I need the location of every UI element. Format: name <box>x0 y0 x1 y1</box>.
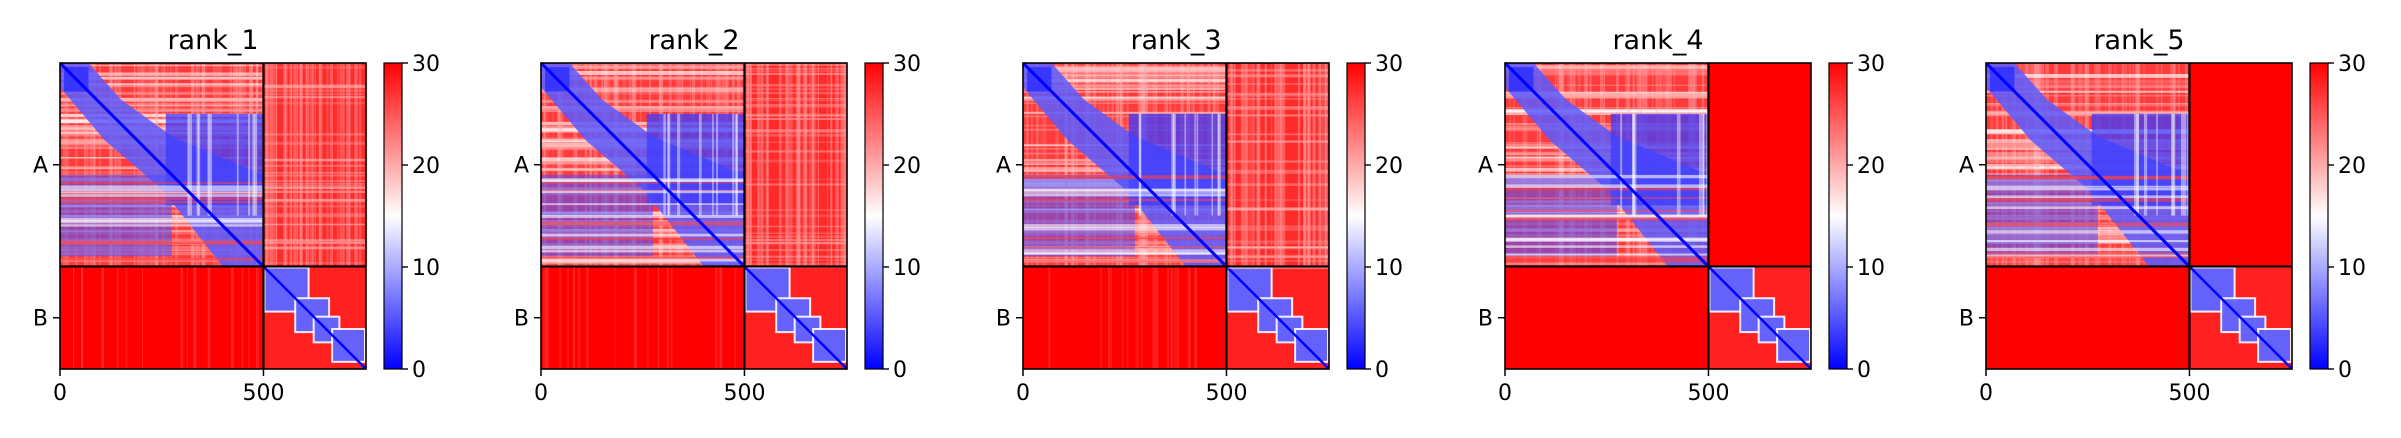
colorbar-tick-label: 20 <box>1375 154 1403 179</box>
colorbar-tick-label: 0 <box>1375 358 1389 383</box>
axes-frame <box>1504 62 1812 370</box>
diagonal-a <box>58 61 265 268</box>
axes-frame <box>540 62 848 370</box>
x-tick-label: 500 <box>242 381 284 406</box>
block-ba <box>541 266 745 369</box>
block-aa-contacts <box>1021 61 1228 268</box>
x-tick-label: 0 <box>1979 381 1993 406</box>
diagonal-a <box>1984 61 2191 268</box>
colorbar-tick-label: 0 <box>893 358 907 383</box>
block-ab <box>263 63 368 268</box>
colorbar-tick-label: 10 <box>1375 256 1403 281</box>
heatmap-panel-2: rank_2 A B 0 500 0 10 20 30 <box>514 25 921 406</box>
x-tick-label: 500 <box>2168 381 2210 406</box>
colorbar <box>2309 62 2329 370</box>
colorbar-tick-label: 20 <box>893 154 921 179</box>
colorbar-tick-label: 0 <box>412 358 426 383</box>
x-tick-label: 0 <box>53 381 67 406</box>
diagonal-b <box>743 265 848 370</box>
panel-title: rank_5 <box>2093 25 2184 56</box>
heatmap-panel-5: rank_5 A B 0 500 0 10 20 30 <box>1959 25 2366 406</box>
colorbar <box>383 62 403 370</box>
block-ba <box>1505 266 1709 369</box>
panel-title: rank_4 <box>1612 25 1703 56</box>
x-tick-label: 500 <box>1687 381 1729 406</box>
panel-title: rank_1 <box>167 25 258 56</box>
colorbar <box>1346 62 1366 370</box>
block-ab <box>1708 63 1811 267</box>
block-ba <box>1986 266 2190 369</box>
colorbar <box>1828 62 1848 370</box>
colorbar-tick-label: 0 <box>2338 358 2352 383</box>
colorbar-tick-label: 30 <box>893 52 921 77</box>
y-tick-label: A <box>1478 154 1493 179</box>
colorbar-tick-label: 0 <box>1857 358 1871 383</box>
y-tick-label: B <box>514 307 529 332</box>
block-bb-contacts <box>743 265 848 370</box>
colorbar <box>864 62 884 370</box>
colorbar-tick-label: 30 <box>412 52 440 77</box>
colorbar-tick-label: 30 <box>1857 52 1885 77</box>
x-tick-label: 0 <box>1498 381 1512 406</box>
y-tick-label: B <box>1959 307 1974 332</box>
diagonal-a <box>539 61 746 268</box>
heatmap-panel-4: rank_4 A B 0 500 0 10 20 30 <box>1478 25 1885 406</box>
block-bb-contacts <box>2188 265 2293 370</box>
block-aa-contacts <box>58 61 265 268</box>
y-tick-label: A <box>996 154 1011 179</box>
diagonal-b <box>1707 265 1812 370</box>
y-tick-label: B <box>996 307 1011 332</box>
block-bb-contacts <box>1225 265 1330 370</box>
x-tick-label: 500 <box>1205 381 1247 406</box>
axes-frame <box>59 62 367 370</box>
block-aa-contacts <box>1984 61 2191 268</box>
heatmap-panel-1: rank_1 A B 0 500 0 10 20 30 <box>33 25 440 406</box>
x-tick-label: 500 <box>723 381 765 406</box>
x-tick-label: 0 <box>1016 381 1030 406</box>
diagonal-b <box>1225 265 1330 370</box>
colorbar-tick-label: 10 <box>2338 256 2366 281</box>
block-bb-contacts <box>262 265 367 370</box>
block-ba <box>1023 266 1227 369</box>
axes-frame <box>1022 62 1330 370</box>
panel-title: rank_2 <box>648 25 739 56</box>
y-tick-label: B <box>33 307 48 332</box>
colorbar-tick-label: 20 <box>2338 154 2366 179</box>
heatmap-panel-3: rank_3 A B 0 500 0 10 20 30 <box>996 25 1403 406</box>
y-tick-label: A <box>514 154 529 179</box>
block-ab <box>1226 63 1329 270</box>
colorbar-tick-label: 10 <box>412 256 440 281</box>
diagonal-b <box>262 265 367 370</box>
colorbar-tick-label: 20 <box>1857 154 1885 179</box>
panel-title: rank_3 <box>1130 25 1221 56</box>
axes-frame <box>1985 62 2293 370</box>
block-bb-contacts <box>1707 265 1812 370</box>
block-ba <box>60 266 264 369</box>
block-ab <box>744 63 847 269</box>
y-tick-label: A <box>1959 154 1974 179</box>
colorbar-tick-label: 20 <box>412 154 440 179</box>
y-tick-label: A <box>33 154 48 179</box>
colorbar-tick-label: 30 <box>2338 52 2366 77</box>
block-ab <box>2189 63 2292 267</box>
diagonal-a <box>1021 61 1228 268</box>
colorbar-tick-label: 30 <box>1375 52 1403 77</box>
colorbar-tick-label: 10 <box>1857 256 1885 281</box>
block-aa-contacts <box>539 61 746 268</box>
y-tick-label: B <box>1478 307 1493 332</box>
colorbar-tick-label: 10 <box>893 256 921 281</box>
diagonal-a <box>1503 61 1710 268</box>
diagonal-b <box>2188 265 2293 370</box>
x-tick-label: 0 <box>534 381 548 406</box>
block-aa-contacts <box>1503 61 1710 268</box>
